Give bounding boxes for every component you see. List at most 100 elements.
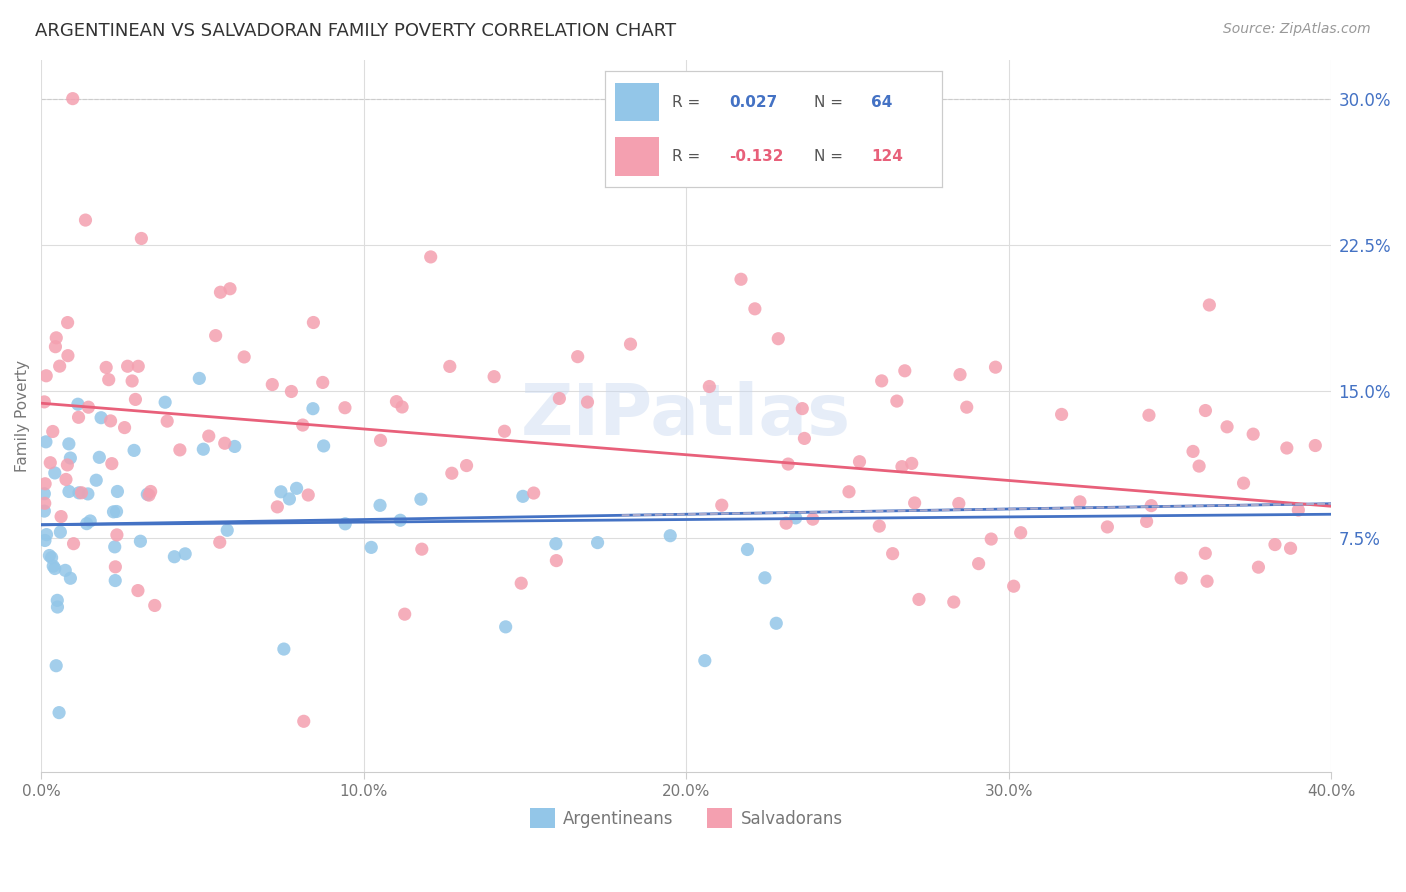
- Point: [546, 553, 568, 567]
- Point: [139, 484, 162, 499]
- Point: [510, 576, 533, 591]
- Point: [163, 549, 186, 564]
- Point: [34, 504, 56, 518]
- Point: [75, 213, 97, 227]
- Point: [233, 350, 256, 364]
- Point: [104, 574, 127, 588]
- Point: [848, 455, 870, 469]
- Point: [59, 450, 82, 465]
- Point: [1198, 298, 1220, 312]
- Point: [55, 472, 77, 486]
- Point: [84, 473, 107, 487]
- Point: [659, 529, 682, 543]
- Point: [335, 516, 357, 531]
- Point: [105, 528, 128, 542]
- Text: ZIPatlas: ZIPatlas: [522, 381, 852, 450]
- Point: [90, 410, 112, 425]
- Point: [42, 425, 65, 439]
- Point: [56, 316, 79, 330]
- Point: [127, 583, 149, 598]
- Point: [1303, 438, 1326, 452]
- Point: [34, 496, 56, 510]
- Point: [1194, 546, 1216, 560]
- Point: [105, 504, 128, 518]
- Point: [793, 431, 815, 445]
- Point: [494, 424, 516, 438]
- Point: [1002, 579, 1025, 593]
- Point: [104, 559, 127, 574]
- Point: [62, 92, 84, 106]
- Point: [956, 400, 979, 414]
- Text: ARGENTINEAN VS SALVADORAN FAMILY POVERTY CORRELATION CHART: ARGENTINEAN VS SALVADORAN FAMILY POVERTY…: [35, 22, 676, 40]
- Point: [101, 457, 124, 471]
- Point: [619, 337, 641, 351]
- Point: [35, 368, 58, 383]
- Point: [153, 395, 176, 409]
- Point: [482, 369, 505, 384]
- Point: [411, 542, 433, 557]
- Point: [34, 487, 56, 501]
- Point: [143, 599, 166, 613]
- Point: [34, 533, 56, 548]
- Point: [104, 540, 127, 554]
- Point: [35, 527, 58, 541]
- Y-axis label: Family Poverty: Family Poverty: [15, 359, 30, 472]
- Point: [699, 379, 721, 393]
- Point: [38, 549, 60, 563]
- Point: [1010, 525, 1032, 540]
- Text: N =: N =: [814, 148, 848, 163]
- Point: [122, 443, 145, 458]
- Point: [204, 328, 226, 343]
- Point: [280, 384, 302, 399]
- Point: [754, 571, 776, 585]
- Point: [46, 593, 69, 607]
- Point: [765, 616, 787, 631]
- Point: [224, 440, 246, 454]
- Point: [285, 481, 308, 495]
- Text: R =: R =: [672, 95, 706, 111]
- Point: [948, 496, 970, 510]
- Point: [34, 476, 56, 491]
- Point: [44, 466, 66, 480]
- Point: [42, 559, 65, 574]
- Point: [103, 505, 125, 519]
- Point: [838, 484, 860, 499]
- Point: [66, 397, 89, 411]
- Point: [1241, 427, 1264, 442]
- Point: [302, 401, 325, 416]
- Point: [197, 429, 219, 443]
- Point: [46, 600, 69, 615]
- Point: [440, 467, 463, 481]
- Text: Source: ZipAtlas.com: Source: ZipAtlas.com: [1223, 22, 1371, 37]
- Point: [544, 537, 567, 551]
- Point: [730, 272, 752, 286]
- Point: [389, 513, 412, 527]
- Text: 0.027: 0.027: [730, 95, 778, 111]
- Point: [693, 654, 716, 668]
- Point: [44, 340, 66, 354]
- Point: [1286, 503, 1309, 517]
- Point: [48, 359, 70, 373]
- Point: [801, 512, 824, 526]
- FancyBboxPatch shape: [614, 137, 658, 176]
- Point: [117, 359, 139, 374]
- Point: [333, 401, 356, 415]
- Point: [360, 541, 382, 555]
- Point: [904, 496, 927, 510]
- Point: [58, 437, 80, 451]
- Point: [370, 434, 392, 448]
- Point: [785, 511, 807, 525]
- Point: [59, 571, 82, 585]
- Point: [114, 420, 136, 434]
- Point: [41, 550, 63, 565]
- Point: [76, 516, 98, 531]
- Point: [391, 400, 413, 414]
- Point: [775, 516, 797, 531]
- Point: [48, 706, 70, 720]
- Point: [96, 360, 118, 375]
- Point: [1140, 499, 1163, 513]
- Text: N =: N =: [814, 95, 848, 111]
- Point: [44, 561, 66, 575]
- Point: [219, 282, 242, 296]
- Point: [778, 457, 800, 471]
